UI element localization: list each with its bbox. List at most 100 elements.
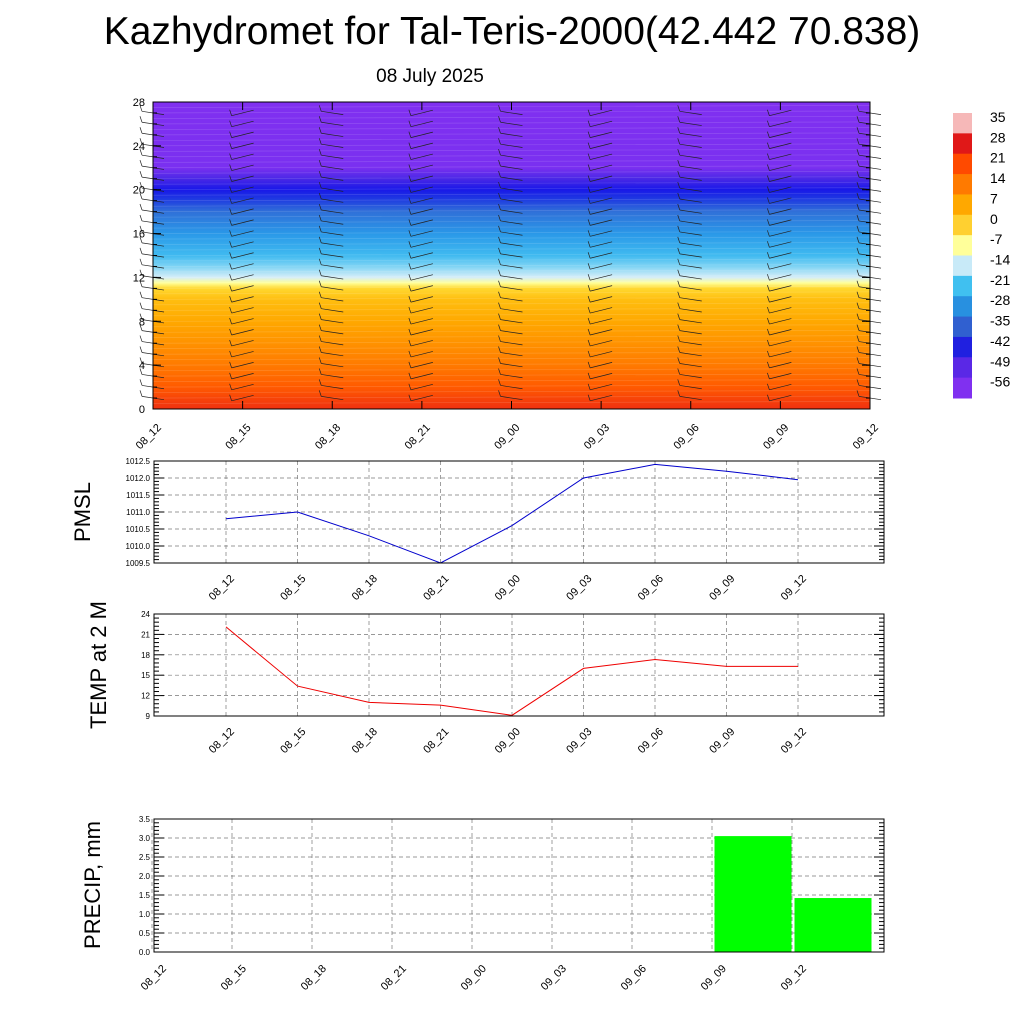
wind-barb-flag <box>408 186 412 193</box>
wind-barb-flag <box>498 214 501 222</box>
wind-barb <box>679 154 702 159</box>
wind-barb-flag <box>139 291 143 298</box>
wind-barb-flag <box>139 346 143 353</box>
wind-barb-flag <box>498 313 501 320</box>
wind-barb-flag <box>767 164 770 171</box>
wind-barb <box>321 176 344 181</box>
wind-barb <box>500 363 523 368</box>
y-tick-label: 3.0 <box>139 834 151 843</box>
wind-barb <box>500 242 523 247</box>
y-tick-label: 20 <box>133 185 145 197</box>
contour-line <box>152 291 871 295</box>
wind-barb-flag <box>587 306 591 314</box>
wind-barb-flag <box>318 170 322 178</box>
contour-line <box>152 275 871 278</box>
wind-barb-flag <box>767 219 770 226</box>
wind-barb-flag <box>767 361 770 369</box>
wind-barb-flag <box>139 247 143 254</box>
wind-barb <box>231 340 254 347</box>
y-tick-label: 1010.0 <box>126 542 151 551</box>
contour-line <box>152 324 871 328</box>
wind-barb <box>500 121 523 126</box>
wind-barb-flag <box>229 350 232 358</box>
wind-barb <box>590 318 613 325</box>
wind-barb-flag <box>677 149 681 156</box>
y-tick-label: 0 <box>139 404 145 416</box>
x-tick-label: 09_12 <box>779 726 809 756</box>
y-tick-label: 3.5 <box>139 815 151 824</box>
wind-barb-flag <box>318 368 322 375</box>
wind-barb <box>410 109 433 117</box>
wind-barb <box>321 352 344 357</box>
wind-barb <box>231 252 254 259</box>
wind-barb-flag <box>318 258 322 265</box>
wind-barb-flag <box>408 350 412 358</box>
contour-line <box>152 340 871 344</box>
wind-barb-flag <box>587 295 591 303</box>
wind-barb-flag <box>318 346 322 353</box>
wind-barb-flag <box>229 186 232 193</box>
wind-barb <box>500 154 523 159</box>
wind-barb-flag <box>139 379 143 386</box>
x-tick-label: 08_15 <box>219 963 249 993</box>
wind-barb-flag <box>677 269 681 276</box>
x-tick-label: 09_09 <box>699 963 729 993</box>
temp-2m-chart: 9 12 15 18 21 24 08_12 08_15 08_18 08_21 09_00 09_0… <box>86 601 885 756</box>
wind-barb <box>410 373 433 380</box>
wind-barb <box>500 385 523 390</box>
wind-barb <box>590 263 613 270</box>
wind-barb <box>231 351 254 358</box>
colorbar-label: -56 <box>990 374 1010 390</box>
y-tick-label: 1012.0 <box>126 474 151 483</box>
contour-line <box>152 198 871 201</box>
wind-barb-flag <box>677 116 681 123</box>
wind-barb <box>410 208 433 215</box>
wind-barb-flag <box>767 317 770 325</box>
wind-barb-flag <box>677 280 681 287</box>
wind-barb-flag <box>587 263 591 270</box>
wind-barb <box>410 329 433 336</box>
wind-barb <box>321 209 344 214</box>
wind-barb-flag <box>498 390 501 397</box>
y-axis-label: PRECIP, mm <box>80 821 105 949</box>
wind-barb <box>410 340 433 347</box>
wind-barb <box>321 308 344 313</box>
contour-line <box>152 181 871 185</box>
wind-barb-flag <box>856 214 860 222</box>
wind-barb-flag <box>767 274 770 281</box>
wind-barb <box>679 176 702 181</box>
wind-barb-flag <box>498 138 501 145</box>
wind-barb-flag <box>856 105 860 112</box>
y-tick-label: 24 <box>141 610 150 619</box>
wind-barb-flag <box>767 131 770 138</box>
wind-barb <box>410 230 433 237</box>
contour-line <box>152 225 871 229</box>
wind-barb-flag <box>767 197 770 204</box>
wind-barb <box>410 153 433 160</box>
colorbar-segment <box>953 377 972 399</box>
wind-barb-flag <box>767 383 770 390</box>
wind-barb <box>590 164 613 171</box>
wind-barb <box>410 296 433 303</box>
wind-barb-flag <box>677 390 681 397</box>
colorbar-segment <box>953 174 972 195</box>
wind-barb <box>321 297 344 302</box>
y-tick-label: 9 <box>146 712 151 721</box>
wind-barb-flag <box>139 138 143 145</box>
wind-barb <box>590 329 613 336</box>
wind-barb-flag <box>767 339 770 347</box>
wind-barb <box>321 143 344 148</box>
wind-barb-flag <box>856 280 860 287</box>
contour-line <box>152 313 871 317</box>
wind-barb-flag <box>408 306 412 314</box>
wind-barb-flag <box>767 350 770 358</box>
wind-barb-flag <box>139 105 143 112</box>
wind-barb-flag <box>318 225 322 233</box>
wind-barb-flag <box>498 192 501 200</box>
wind-barb-flag <box>139 116 143 123</box>
wind-barb-flag <box>318 357 322 364</box>
wind-barb-flag <box>677 203 681 211</box>
contour-line <box>152 121 871 125</box>
wind-barb-flag <box>587 175 591 182</box>
colorbar-segment <box>953 235 972 256</box>
